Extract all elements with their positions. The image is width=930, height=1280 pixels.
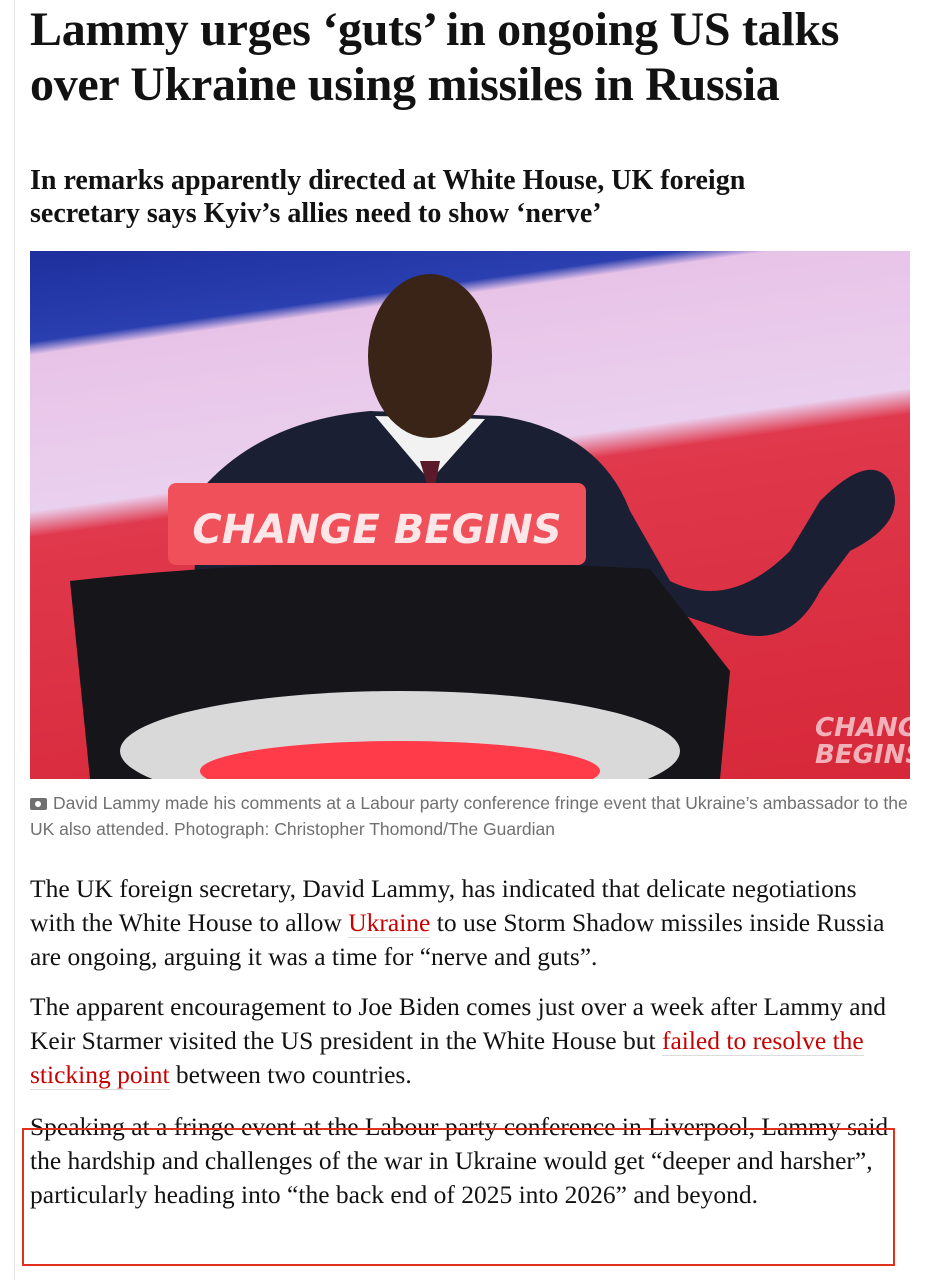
left-divider	[14, 0, 15, 1280]
article-body: The UK foreign secretary, David Lammy, h…	[30, 872, 900, 1212]
svg-text:BEGINS: BEGINS	[815, 740, 910, 770]
caption-text: David Lammy made his comments at a Labou…	[30, 793, 908, 839]
link-sticking-point[interactable]: failed to resolve the sticking point	[30, 1026, 864, 1090]
podium-sign	[168, 483, 586, 565]
photo-caption: David Lammy made his comments at a Labou…	[30, 790, 910, 842]
headline: Lammy urges ‘guts’ in ongoing US talks o…	[30, 3, 840, 111]
standfirst: In remarks apparently directed at White …	[30, 165, 746, 229]
paragraph-text: to use Storm Shadow missiles inside Russ…	[30, 908, 885, 971]
paragraph: The apparent encouragement to Joe Biden …	[30, 990, 900, 1092]
paragraph: The UK foreign secretary, David Lammy, h…	[30, 872, 900, 974]
link-ukraine[interactable]: Ukraine	[348, 908, 431, 938]
paragraph-text: Speaking at a fringe event at the Labour…	[30, 1112, 889, 1209]
highlight-box	[22, 1128, 895, 1266]
background-sign-text: CHANG	[815, 713, 910, 743]
paragraph-text: The apparent encouragement to Joe Biden …	[30, 992, 887, 1055]
article-photo[interactable]: CHANGE BEGINS CHANG BEGINS	[30, 251, 910, 779]
article: Lammy urges ‘guts’ in ongoing US talks o…	[30, 0, 910, 1228]
paragraph-highlighted: Speaking at a fringe event at the Labour…	[30, 1110, 900, 1212]
paragraph-text: The UK foreign secretary, David Lammy, h…	[30, 874, 857, 937]
speaker-head	[368, 274, 492, 438]
podium-sign-text: CHANGE BEGINS	[192, 507, 561, 553]
paragraph-text: between two countries.	[169, 1060, 412, 1089]
camera-icon	[30, 798, 47, 810]
